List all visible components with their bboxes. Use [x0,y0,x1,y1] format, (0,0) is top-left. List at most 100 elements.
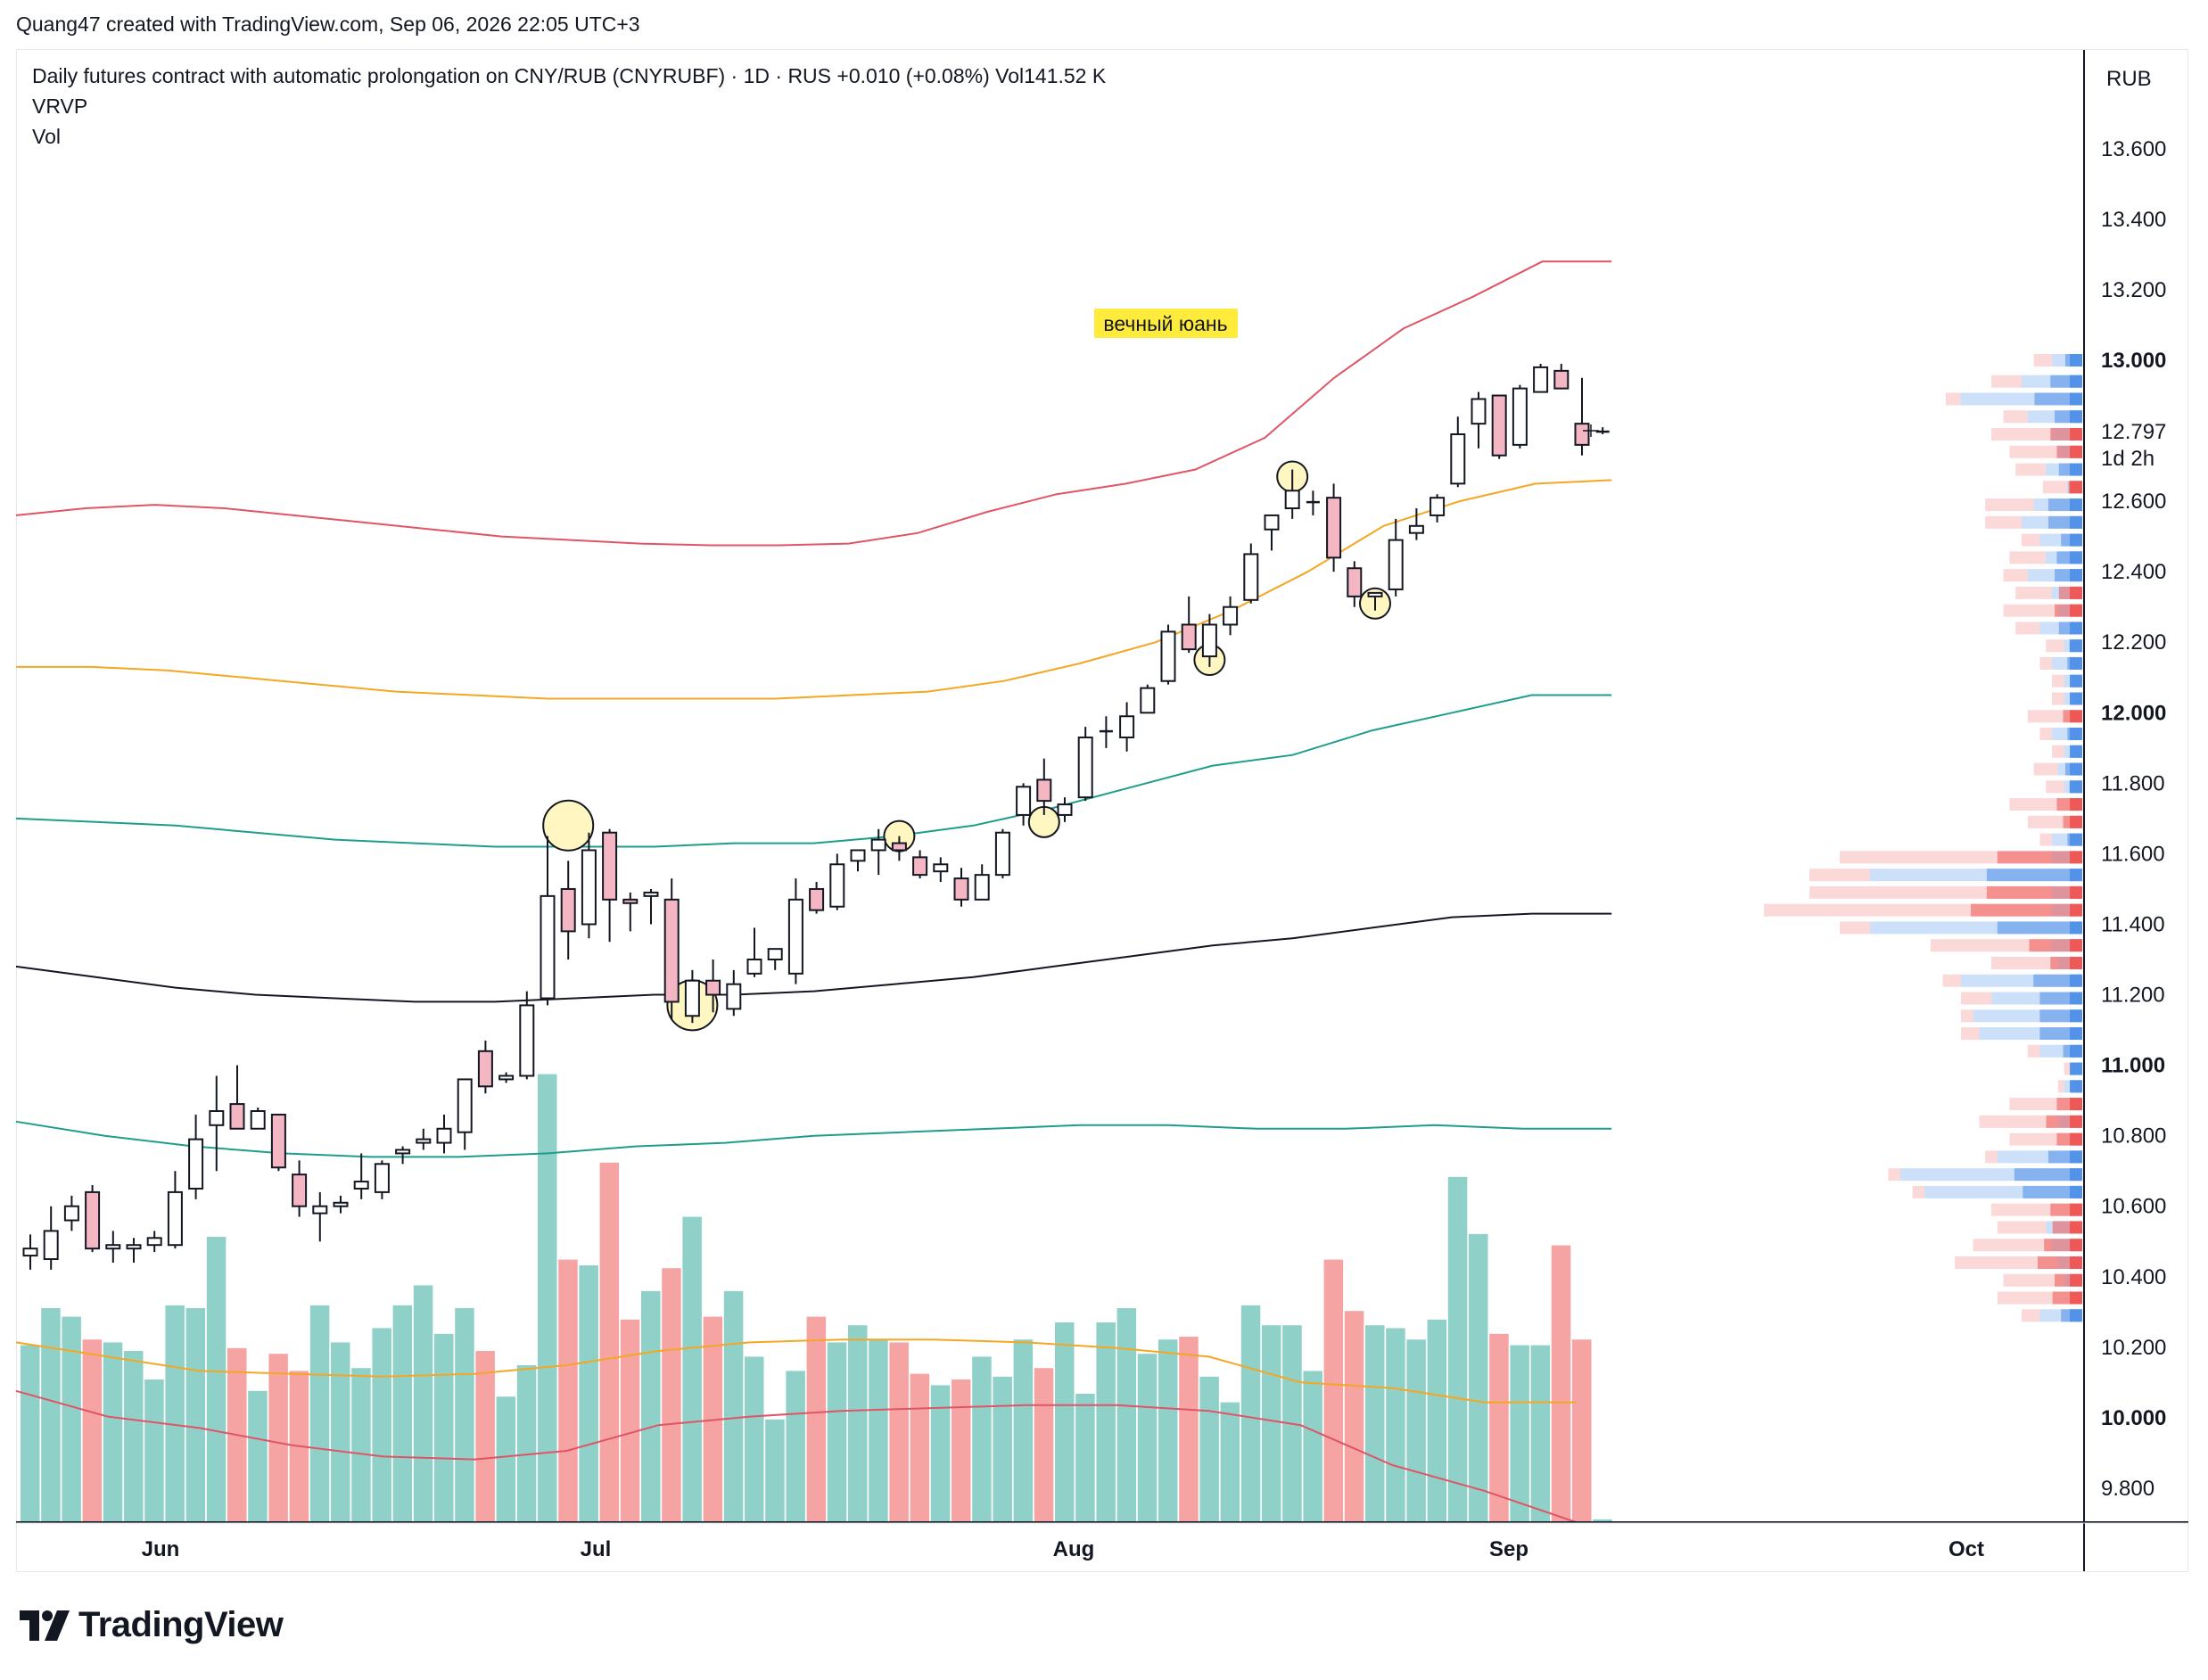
chart-frame [16,49,2188,1572]
volume-bar [351,1368,371,1522]
volume-bar [579,1265,598,1522]
volume-profile-edge [2070,481,2082,494]
volume-bar [558,1259,578,1522]
candle-body [436,1127,452,1144]
candle-body [209,1109,225,1126]
volume-bar [1427,1319,1447,1522]
candle [1326,483,1342,572]
price-tick-label: 13.600 [2101,137,2166,161]
volume-bar [1447,1176,1468,1522]
volume-profile-edge [2070,728,2082,741]
volume-profile-row [2003,604,2058,617]
volume-profile-row [1946,392,1961,406]
currency-label[interactable]: RUB [2106,67,2152,91]
candle [602,828,618,943]
volume-profile-edge [2070,392,2082,406]
volume-profile-edge [2070,869,2082,882]
volume-bar [62,1316,81,1522]
volume-profile-edge [2070,586,2082,599]
candle [270,1113,286,1172]
candle-body [1512,387,1528,446]
text-annotation[interactable]: вечный юань [1094,309,1238,338]
candle [1264,514,1280,551]
volume-bar [1137,1354,1158,1522]
volume-profile-row [2022,533,2040,547]
candle [1491,394,1507,459]
volume-bar [1116,1308,1137,1522]
candle-body [933,863,949,873]
volume-bar [1593,1519,1612,1522]
candle [684,969,700,1024]
volume-profile-edge [2070,1150,2082,1164]
candle-body [1223,605,1239,626]
volume-bar [392,1305,413,1522]
volume-profile-row [2033,354,2052,366]
candle-body [1201,623,1217,658]
candle-body [870,838,886,852]
volume-profile-row [2064,1062,2071,1075]
candle [333,1195,349,1214]
volume-profile-core [2014,1168,2082,1182]
volume-profile-edge [2070,1098,2082,1111]
volume-profile-row [2027,815,2071,828]
candle [1201,614,1217,667]
candle-body [1077,736,1093,799]
candle-body [746,959,762,975]
candle-body [1181,623,1197,651]
candle-body [146,1237,162,1247]
volume-profile-row [2009,551,2047,564]
candle-body [1367,591,1383,597]
time-tick-label: Sep [1489,1537,1528,1561]
volume-bar [103,1342,123,1522]
volume-profile-edge [2070,375,2082,388]
candle-body [1057,803,1073,816]
volume-bar [372,1328,391,1522]
volume-profile-edge [2070,1044,2082,1058]
candle [43,1206,59,1270]
candle-body [498,1075,515,1081]
volume-profile-row [1942,974,1961,987]
symbol-legend[interactable]: Daily futures contract with automatic pr… [32,64,1107,87]
candlesticks[interactable] [22,363,1610,1270]
volume-profile-row [2052,674,2064,688]
candle-body [1140,687,1156,714]
volume-profile-edge [2070,798,2082,811]
volume-profile-row [2039,728,2052,741]
volume-ma-line [15,1338,1577,1404]
candle [1471,391,1487,449]
candle [1140,684,1156,714]
volume-bar [248,1390,268,1522]
volume-bar [682,1216,702,1522]
candle [850,849,866,872]
price-tick-label: 10.200 [2101,1336,2166,1360]
volume-profile-row [2039,833,2052,846]
candle-body [1574,423,1590,446]
candle [312,1191,328,1242]
candle-body [1533,366,1549,393]
candle [1016,783,1032,826]
volume-bar [869,1339,888,1522]
time-axis[interactable]: Jun Jul Aug Sep Oct [142,1537,1984,1561]
indicator-legend-vol[interactable]: Vol [32,125,61,148]
volume-bar [972,1356,992,1522]
candle-body [22,1248,38,1257]
candle-body [540,894,556,1000]
candle-body [105,1244,121,1250]
price-axis[interactable]: 13.600 13.400 13.200 13.000 12.600 12.400 12.2… [2101,137,2166,1501]
indicator-legend-vrvp[interactable]: VRVP [32,95,88,118]
volume-profile-row [2039,656,2052,670]
volume-profile-core [2029,939,2082,952]
candle [477,1040,493,1094]
tradingview-logo[interactable]: TradingView [20,1605,284,1645]
volume-profile-row [1991,428,2052,441]
volume-bar [144,1379,164,1522]
volume-profile-row [2046,639,2064,653]
volume-profile-row [2022,1309,2040,1322]
candle [787,878,803,984]
volume-bar [165,1305,185,1522]
candle-body [477,1050,493,1088]
candle-body [684,979,700,1017]
volume-profile-edge [2070,1168,2082,1182]
volume-bar [1386,1328,1405,1522]
